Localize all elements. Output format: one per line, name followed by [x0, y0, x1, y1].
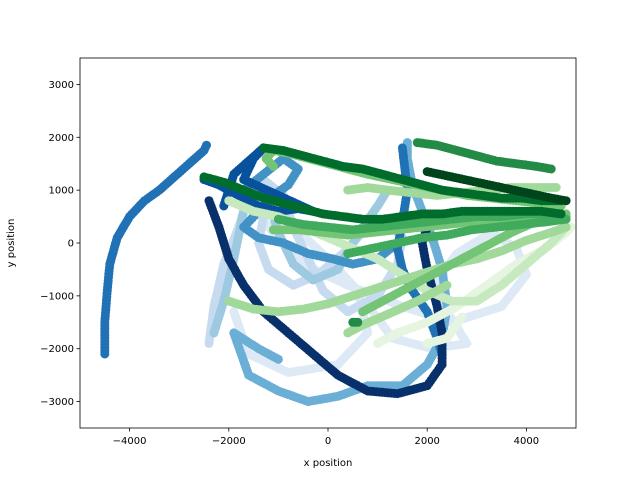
data-point — [442, 280, 452, 290]
x-tick-label: 0 — [325, 436, 331, 447]
y-tick-label: 2000 — [49, 133, 74, 144]
y-tick-label: 0 — [68, 239, 74, 250]
y-tick-label: −3000 — [40, 397, 74, 408]
y-axis-label: y position — [6, 219, 17, 268]
data-point — [561, 196, 571, 206]
data-point — [561, 222, 571, 232]
data-point — [202, 140, 211, 150]
x-tick-label: 2000 — [414, 436, 439, 447]
series-layer — [100, 138, 576, 407]
x-tick-label: −2000 — [212, 436, 246, 447]
y-axis: −3000 −2000 −1000 0 1000 2000 3000 — [40, 80, 80, 408]
x-tick-label: 4000 — [514, 436, 539, 447]
y-tick-label: 3000 — [49, 80, 74, 91]
data-point — [457, 312, 467, 322]
x-axis-label: x position — [304, 458, 353, 469]
y-tick-label: 1000 — [49, 186, 74, 197]
series-14 — [348, 138, 556, 327]
x-axis: −4000 −2000 0 2000 4000 — [113, 428, 539, 447]
y-tick-label: −2000 — [40, 344, 74, 355]
series-15 — [199, 143, 566, 224]
data-point — [546, 164, 556, 174]
x-tick-label: −4000 — [113, 436, 147, 447]
series-16 — [422, 167, 571, 206]
data-point — [348, 317, 358, 327]
y-tick-label: −1000 — [40, 291, 74, 302]
data-point — [551, 183, 561, 192]
data-point — [556, 209, 566, 219]
